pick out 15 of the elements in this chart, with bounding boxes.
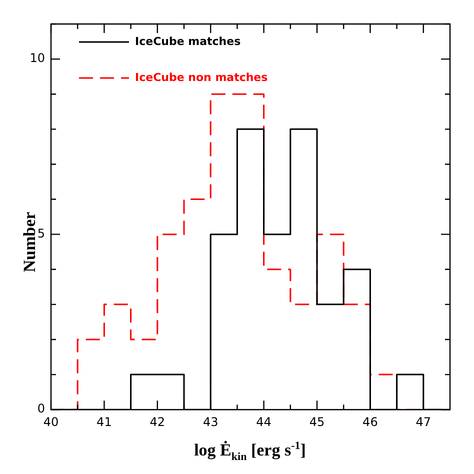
x-tick-label: 45 [309, 414, 325, 429]
y-tick-label: 5 [37, 226, 45, 240]
legend-label: IceCube non matches [135, 70, 268, 84]
x-tick-label: 41 [96, 414, 112, 429]
x-tick-label: 44 [256, 414, 272, 429]
y-tick-label: 0 [37, 402, 45, 416]
x-axis-title: log Ė$_{kin}$ [erg s$^{-1}$] [193, 440, 307, 464]
x-tick-label: 43 [202, 414, 218, 429]
y-tick-label: 10 [30, 51, 45, 66]
x-tick-label: 47 [416, 414, 432, 429]
x-tick-label: 40 [43, 414, 59, 429]
legend-label: IceCube matches [135, 34, 242, 48]
y-axis-title: Number [20, 210, 39, 274]
x-tick-label: 42 [150, 414, 166, 429]
x-tick-label: 46 [362, 414, 378, 429]
